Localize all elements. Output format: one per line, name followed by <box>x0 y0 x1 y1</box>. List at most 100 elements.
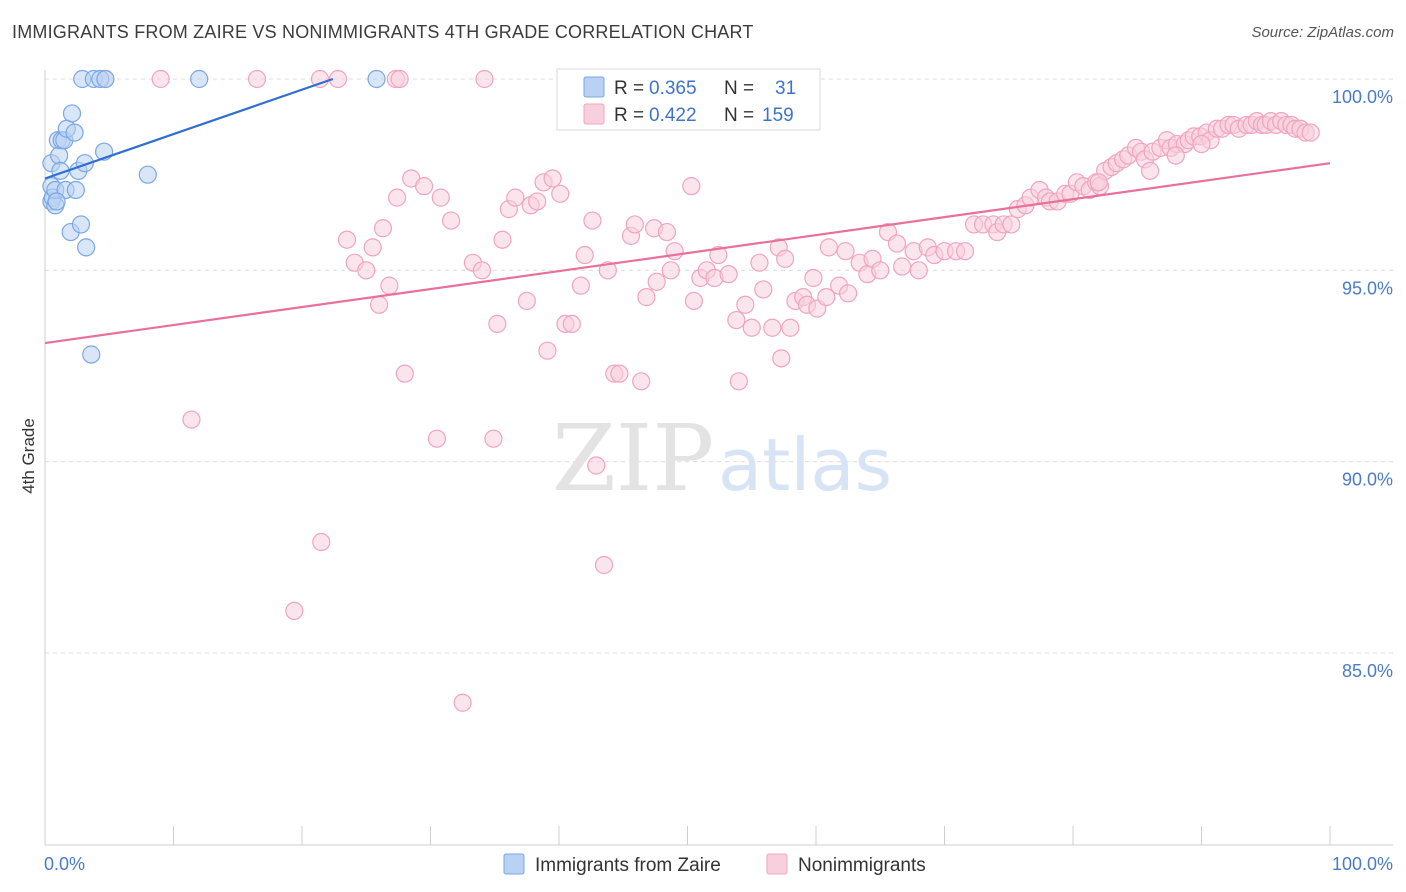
nonimmigrant-point-93 <box>892 257 912 276</box>
y-tick-label-3: 85.0% <box>1342 661 1393 681</box>
legend-n-label-1: N = <box>724 105 754 126</box>
y-tick-label-1: 95.0% <box>1342 278 1393 298</box>
nonimmigrant-point-19 <box>363 238 382 257</box>
legend-r-value-1: 0.422 <box>649 105 697 126</box>
legend-box: R = 0.365 N = 31 R = 0.422 N = 159 <box>556 68 821 131</box>
nonimmigrant-point-161 <box>1166 146 1185 165</box>
legend-swatch-nonimmigrants <box>583 103 605 125</box>
zaire-point-29 <box>82 345 101 364</box>
nonimmigrant-point-46 <box>583 211 602 230</box>
nonimmigrant-point-9 <box>285 601 304 621</box>
nonimmigrant-point-12 <box>453 693 472 712</box>
zaire-point-16 <box>66 180 85 200</box>
nonimmigrant-point-162 <box>1192 134 1211 154</box>
nonimmigrant-point-60 <box>684 291 704 311</box>
nonimmigrant-point-39 <box>538 341 557 360</box>
zaire-point-30 <box>47 192 66 211</box>
legend-r-label-0: R = <box>614 78 644 99</box>
series-legend-label-zaire: Immigrants from Zaire <box>535 855 721 876</box>
nonimmigrant-point-66 <box>727 310 746 330</box>
chart-title: IMMIGRANTS FROM ZAIRE VS NONIMMIGRANTS 4… <box>12 22 754 42</box>
nonimmigrant-point-23 <box>387 188 407 207</box>
nonimmigrant-point-16 <box>337 230 357 249</box>
nonimmigrant-point-37 <box>528 192 547 211</box>
nonimmigrant-point-68 <box>736 295 755 314</box>
nonimmigrant-point-75 <box>776 249 795 268</box>
nonimmigrant-point-32 <box>493 230 512 249</box>
watermark-zip: ZIP <box>552 405 714 512</box>
nonimmigrant-point-7 <box>475 69 494 89</box>
data-points <box>42 69 1320 712</box>
legend-n-value-0: 31 <box>775 78 796 99</box>
zaire-trend-line <box>44 77 334 180</box>
nonimmigrant-point-58 <box>665 242 684 261</box>
series-legend: Immigrants from Zaire Nonimmigrants <box>503 853 926 876</box>
nonimmigrant-point-69 <box>742 318 761 337</box>
nonimmigrant-point-35 <box>517 291 536 311</box>
legend-n-label-0: N = <box>724 78 754 99</box>
nonimmigrant-point-51 <box>625 215 644 234</box>
nonimmigrant-point-158 <box>1301 123 1320 142</box>
nonimmigrant-point-1 <box>151 69 170 89</box>
nonimmigrant-point-28 <box>441 211 461 230</box>
zaire-point-15 <box>65 123 84 142</box>
series-legend-label-nonimmigrants: Nonimmigrants <box>798 855 926 876</box>
nonimmigrant-point-71 <box>754 280 773 299</box>
source-label: Source: ZipAtlas.com <box>1251 24 1394 41</box>
nonimmigrant-point-47 <box>598 261 617 280</box>
nonimmigrant-point-92 <box>887 234 907 253</box>
zaire-point-19 <box>75 154 94 173</box>
nonimmigrant-point-18 <box>357 261 376 280</box>
nonimmigrant-point-20 <box>370 295 389 314</box>
nonimmigrant-point-24 <box>395 364 414 383</box>
nonimmigrant-point-6 <box>390 69 409 89</box>
nonimmigrant-point-49 <box>610 364 629 383</box>
legend-swatch-zaire <box>583 76 605 98</box>
nonimmigrant-point-31 <box>488 314 507 334</box>
nonimmigrant-point-106 <box>1002 215 1021 234</box>
nonimmigrant-point-160 <box>1089 173 1108 192</box>
nonimmigrant-point-59 <box>682 177 701 196</box>
nonimmigrant-point-22 <box>380 276 399 295</box>
nonimmigrant-point-76 <box>781 318 800 337</box>
nonimmigrant-point-43 <box>562 314 581 334</box>
nonimmigrant-point-40 <box>543 169 562 188</box>
watermark-atlas: atlas <box>718 423 892 507</box>
nonimmigrant-point-65 <box>719 265 738 284</box>
nonimmigrant-point-57 <box>661 261 680 280</box>
nonimmigrant-point-67 <box>729 372 749 391</box>
nonimmigrant-point-27 <box>431 188 450 207</box>
nonimmigrant-point-2 <box>247 69 267 89</box>
nonimmigrant-point-15 <box>594 555 614 575</box>
legend-r-label-1: R = <box>614 105 644 126</box>
nonimmigrant-point-45 <box>575 245 594 265</box>
nonimmigrant-point-64 <box>709 245 728 265</box>
x-tick-right: 100.0% <box>1332 854 1393 874</box>
nonimmigrant-point-21 <box>373 219 393 238</box>
nonimmigrant-point-10 <box>312 532 331 552</box>
nonimmigrant-point-55 <box>647 272 666 291</box>
zaire-point-14 <box>62 104 82 123</box>
nonimmigrant-point-34 <box>506 188 525 207</box>
nonimmigrant-point-8 <box>182 410 201 429</box>
watermark: ZIP atlas <box>552 405 892 512</box>
legend-r-value-0: 0.365 <box>649 78 697 99</box>
nonimmigrant-point-82 <box>817 288 836 307</box>
x-tick-left: 0.0% <box>44 854 85 874</box>
grid-lines <box>45 78 1393 654</box>
nonimmigrant-point-53 <box>637 288 656 307</box>
y-tick-label-2: 90.0% <box>1342 470 1393 490</box>
nonimmigrant-point-14 <box>587 456 606 475</box>
nonimmigrant-point-3 <box>310 69 330 89</box>
nonimmigrant-point-85 <box>836 242 855 261</box>
nonimmigrant-point-11 <box>427 429 447 448</box>
series-legend-swatch-nonimmigrants <box>766 853 788 875</box>
nonimmigrant-point-159 <box>1140 161 1160 180</box>
trend-lines <box>44 77 1331 345</box>
nonimmigrant-point-74 <box>772 349 791 368</box>
legend-n-value-1: 159 <box>762 105 794 126</box>
zaire-point-20 <box>77 238 96 257</box>
nonimmigrant-point-44 <box>571 276 590 295</box>
zaire-point-26 <box>190 69 209 89</box>
nonimmigrant-point-52 <box>632 372 651 391</box>
